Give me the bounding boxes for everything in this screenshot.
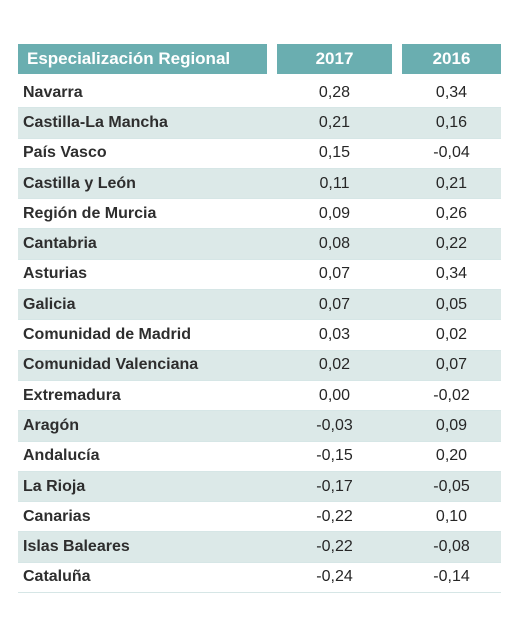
value-2017: 0,21 [318, 113, 351, 131]
table-header: Especialización Regional 2017 2016 [18, 44, 501, 74]
region-name: Comunidad Valenciana [23, 356, 199, 374]
table-row: Castilla-La Mancha 0,21 0,16 [18, 108, 501, 139]
table-row: Asturias 0,07 0,34 [18, 260, 501, 291]
table-row: La Rioja -0,17 -0,05 [18, 471, 501, 503]
value-2016: 0,34 [435, 265, 468, 283]
table-row: Comunidad Valenciana 0,02 0,07 [18, 350, 501, 381]
region-name: Castilla-La Mancha [23, 113, 168, 131]
region-name: País Vasco [23, 144, 107, 162]
table-body: Navarra 0,28 0,34 Castilla-La Mancha 0,21 0,1… [18, 78, 501, 594]
value-2017: 0,11 [319, 174, 350, 192]
region-name: Cataluña [23, 568, 91, 586]
region-name: Castilla y León [23, 174, 136, 192]
value-2016: 0,10 [435, 507, 468, 525]
table-row: Extremadura 0,00 -0,02 [18, 381, 501, 412]
region-name: Región de Murcia [23, 204, 157, 222]
value-2016: -0,04 [433, 144, 470, 162]
value-2017: 0,28 [318, 83, 351, 101]
value-2017: 0,00 [318, 386, 351, 404]
specialization-table: Especialización Regional 2017 2016 Navar… [18, 44, 501, 594]
region-name: Cantabria [23, 235, 97, 253]
value-2017: 0,07 [318, 265, 351, 283]
value-2016: 0,02 [435, 326, 468, 344]
table-row: Andalucía -0,15 0,20 [18, 442, 501, 472]
header-year-2016: 2016 [402, 44, 501, 74]
value-2017: 0,07 [318, 295, 351, 313]
table-row: Cataluña -0,24 -0,14 [18, 563, 501, 594]
region-name: Comunidad de Madrid [23, 326, 191, 344]
region-name: Asturias [23, 265, 88, 283]
value-2016: -0,08 [433, 538, 470, 556]
region-name: La Rioja [23, 477, 86, 495]
table-row: Canarias -0,22 0,10 [18, 502, 501, 533]
table-row: País Vasco 0,15 -0,04 [18, 139, 501, 169]
header-year-2017: 2017 [277, 44, 392, 74]
value-2017: 0,08 [318, 235, 351, 253]
value-2016: -0,02 [433, 386, 470, 404]
region-name: Canarias [23, 507, 91, 525]
value-2016: -0,05 [433, 477, 470, 495]
region-name: Aragón [23, 416, 79, 434]
region-name: Islas Baleares [23, 538, 130, 556]
value-2017: 0,03 [318, 326, 351, 344]
table-row: Cantabria 0,08 0,22 [18, 229, 501, 260]
value-2017: -0,15 [316, 447, 353, 465]
region-name: Extremadura [23, 386, 121, 404]
region-name: Andalucía [23, 447, 100, 465]
value-2017: -0,17 [316, 477, 353, 495]
value-2016: -0,14 [433, 568, 470, 586]
table-row: Islas Baleares -0,22 -0,08 [18, 532, 501, 563]
value-2016: 0,16 [435, 113, 468, 131]
region-name: Navarra [23, 83, 83, 101]
table-row: Aragón -0,03 0,09 [18, 411, 501, 442]
table-row: Comunidad de Madrid 0,03 0,02 [18, 320, 501, 351]
value-2017: -0,22 [316, 507, 353, 525]
region-name: Galicia [23, 295, 76, 313]
value-2016: 0,22 [435, 235, 468, 253]
value-2017: 0,09 [318, 204, 351, 222]
value-2016: 0,21 [435, 174, 468, 192]
table-row: Navarra 0,28 0,34 [18, 78, 501, 109]
value-2016: 0,26 [435, 204, 468, 222]
value-2016: 0,05 [435, 295, 468, 313]
value-2016: 0,07 [435, 356, 468, 374]
value-2017: -0,22 [316, 538, 353, 556]
table-row: Galicia 0,07 0,05 [18, 290, 501, 321]
value-2017: -0,03 [316, 416, 353, 434]
header-region: Especialización Regional [18, 44, 267, 74]
value-2016: 0,20 [435, 447, 468, 465]
value-2017: 0,02 [318, 356, 351, 374]
value-2016: 0,34 [435, 83, 468, 101]
value-2017: -0,24 [316, 568, 353, 586]
value-2017: 0,15 [318, 144, 351, 162]
table-row: Región de Murcia 0,09 0,26 [18, 199, 501, 230]
table-row: Castilla y León 0,11 0,21 [18, 168, 501, 200]
value-2016: 0,09 [435, 416, 468, 434]
